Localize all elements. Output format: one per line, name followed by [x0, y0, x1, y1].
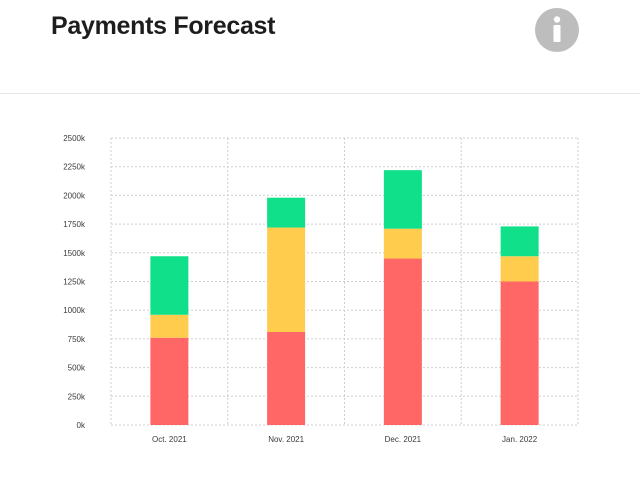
y-tick-label: 1500k — [63, 249, 86, 258]
y-tick-label: 1750k — [63, 220, 86, 229]
bar-segment-yellow — [500, 256, 539, 282]
bar-segment-green — [500, 226, 539, 257]
info-icon — [553, 16, 561, 42]
y-tick-label: 500k — [68, 364, 86, 373]
y-tick-label: 250k — [68, 392, 86, 401]
bar-segment-yellow — [267, 227, 306, 333]
bar-segment-red — [500, 281, 539, 425]
header: Payments Forecast — [0, 0, 640, 94]
info-button[interactable] — [535, 8, 579, 52]
bar-segment-green — [150, 256, 189, 315]
y-tick-label: 0k — [77, 421, 86, 430]
y-tick-label: 2500k — [63, 134, 86, 143]
x-tick-label: Dec. 2021 — [385, 435, 422, 444]
bar-segment-yellow — [150, 314, 189, 338]
y-tick-label: 2000k — [63, 191, 86, 200]
bar-segment-green — [383, 170, 422, 229]
x-tick-label: Oct. 2021 — [152, 435, 187, 444]
y-tick-label: 750k — [68, 335, 86, 344]
stacked-bar-chart: 0k 250k 500k 750k 1000k 1250k 1500k 1750k 2000k 2… — [63, 134, 579, 444]
y-tick-label: 2250k — [63, 163, 86, 172]
bar-segment-red — [150, 337, 189, 425]
y-tick-label: 1250k — [63, 278, 86, 287]
bar-segment-red — [267, 332, 306, 425]
bar-segment-red — [383, 258, 422, 425]
bar-segment-green — [267, 197, 306, 228]
bar-segment-yellow — [383, 228, 422, 259]
x-tick-label: Jan. 2022 — [502, 435, 538, 444]
y-tick-label: 1000k — [63, 306, 86, 315]
page-title: Payments Forecast — [51, 12, 276, 40]
x-tick-label: Nov. 2021 — [268, 435, 304, 444]
chart-area: 0k 250k 500k 750k 1000k 1250k 1500k 1750k 2000k 2… — [0, 94, 640, 480]
